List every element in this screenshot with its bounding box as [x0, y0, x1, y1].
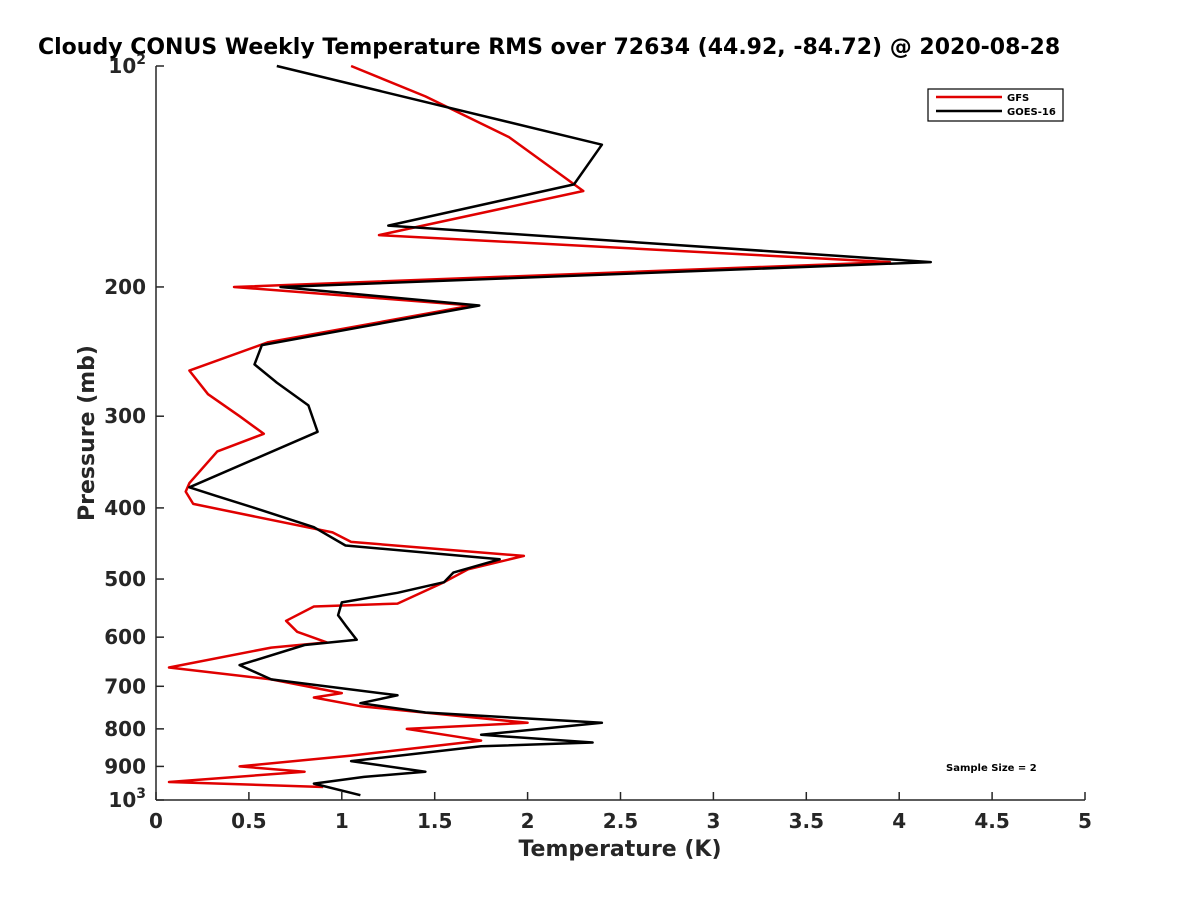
legend-label-gfs: GFS — [1007, 93, 1029, 104]
x-tick-label: 2 — [521, 809, 535, 833]
x-tick-label: 0 — [149, 809, 163, 833]
x-tick-label: 3 — [706, 809, 720, 833]
y-tick-label: 200 — [104, 275, 146, 299]
x-tick-label: 1.5 — [417, 809, 452, 833]
x-ticks: 0 0.5 1 1.5 2 2.5 3 3.5 4 4.5 5 — [149, 792, 1092, 833]
sample-size-annotation: Sample Size = 2 — [946, 763, 1037, 774]
x-tick-label: 2.5 — [603, 809, 638, 833]
y-tick-label: 700 — [104, 674, 146, 698]
x-tick-label: 4 — [892, 809, 906, 833]
chart-title: Cloudy CONUS Weekly Temperature RMS over… — [38, 35, 1060, 60]
y-tick-label: 300 — [104, 404, 146, 428]
y-axis-label: Pressure (mb) — [75, 345, 100, 521]
legend-label-goes16: GOES-16 — [1007, 107, 1056, 118]
x-tick-label: 1 — [335, 809, 349, 833]
series-line-goes16 — [188, 64, 933, 797]
y-tick-label: 800 — [104, 717, 146, 741]
y-tick-label: 400 — [104, 496, 146, 520]
y-tick-label: 500 — [104, 567, 146, 591]
series-lines — [167, 64, 933, 797]
legend-box — [927, 88, 1064, 122]
x-tick-label: 5 — [1078, 809, 1092, 833]
y-tick-label: 103 — [108, 786, 146, 812]
series-line-gfs — [167, 64, 892, 789]
x-tick-label: 4.5 — [974, 809, 1009, 833]
y-tick-label: 600 — [104, 625, 146, 649]
axes — [155, 66, 1085, 801]
legend: GFS GOES-16 — [927, 88, 1064, 122]
x-tick-label: 0.5 — [231, 809, 266, 833]
y-ticks: 102 200 300 400 500 600 700 800 900 103 — [104, 52, 164, 812]
y-tick-label: 102 — [108, 52, 146, 78]
x-tick-label: 3.5 — [789, 809, 824, 833]
y-tick-label: 900 — [104, 754, 146, 778]
x-axis-label: Temperature (K) — [518, 837, 721, 862]
